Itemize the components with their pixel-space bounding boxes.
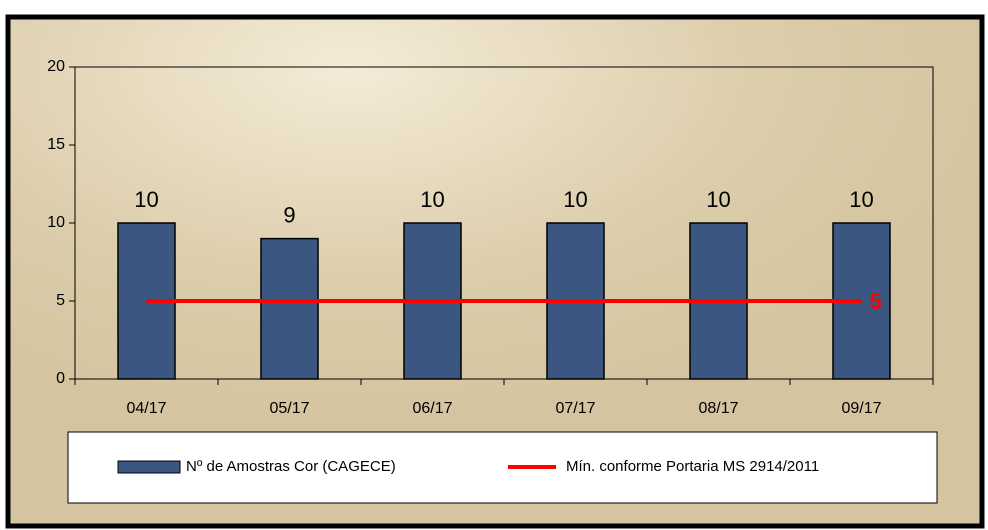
x-tick-label: 09/17 (841, 400, 881, 417)
x-tick-label: 05/17 (269, 400, 309, 417)
line-value-label: 5 (869, 289, 881, 314)
y-tick-label: 10 (47, 214, 65, 231)
legend-label: Nº de Amostras Cor (CAGECE) (186, 458, 396, 475)
bar (260, 237, 319, 380)
x-tick-label: 07/17 (555, 400, 595, 417)
legend-swatch (117, 460, 181, 474)
x-tick-label: 08/17 (698, 400, 738, 417)
y-tick-label: 5 (56, 292, 65, 309)
bar-value-label: 10 (420, 187, 444, 212)
bar-value-label: 10 (849, 187, 873, 212)
y-tick-label: 20 (47, 58, 65, 75)
x-tick-label: 04/17 (126, 400, 166, 417)
bar-value-label: 10 (134, 187, 158, 212)
bar-value-label: 10 (706, 187, 730, 212)
x-tick-label: 06/17 (412, 400, 452, 417)
y-tick-label: 15 (47, 136, 65, 153)
bar-value-label: 10 (563, 187, 587, 212)
y-tick-label: 0 (56, 370, 65, 387)
bar-value-label: 9 (283, 202, 295, 227)
legend-label: Mín. conforme Portaria MS 2914/2011 (566, 458, 819, 475)
legend (67, 431, 938, 504)
